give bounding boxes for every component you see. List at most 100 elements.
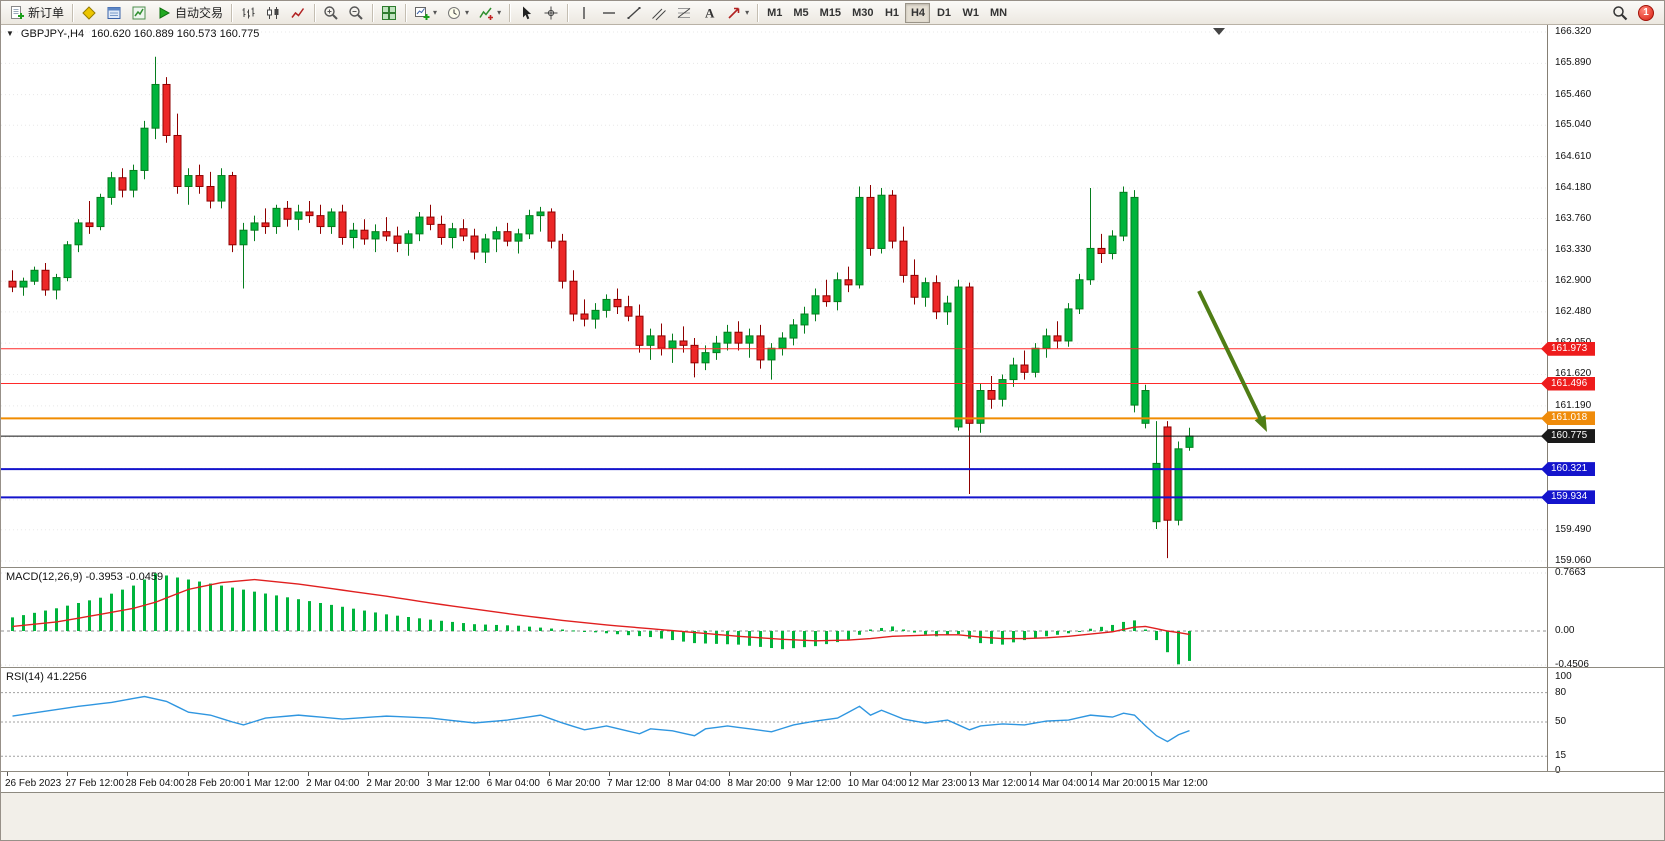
timeframe-d1-button[interactable]: D1 (936, 6, 951, 19)
arrows-button[interactable]: ▾ (722, 2, 753, 23)
panel-splitter[interactable] (1, 567, 1664, 568)
horizontal-line-button[interactable] (597, 2, 621, 23)
autotrading-button-label: 自动交易 (175, 6, 224, 20)
price-axis[interactable]: 166.320 165.890 165.460 165.040 164.610 164.1… (1541, 25, 1664, 776)
timeframe-h1-button[interactable]: H1 (884, 6, 899, 19)
time-axis-label: 27 Feb 12:00 (65, 778, 125, 789)
price-chart-panel[interactable] (1, 25, 1547, 567)
bear-candle (41, 269, 50, 291)
bull-candle (63, 244, 72, 279)
bull-candle (30, 269, 39, 282)
timeframe-w1-button[interactable]: W1 (962, 6, 979, 19)
indicators-icon (479, 7, 494, 20)
macd-bar (781, 631, 784, 650)
chevron-down-icon[interactable]: ▾ (745, 8, 750, 17)
zoom-out-button[interactable] (344, 2, 368, 23)
svg-text:A: A (705, 5, 715, 20)
time-axis-label: 6 Mar 20:00 (546, 778, 601, 789)
bear-candle (987, 390, 996, 400)
crosshair-button[interactable] (539, 2, 563, 23)
macd-bar (286, 597, 289, 631)
timeframe-m5-button[interactable]: M5 (793, 6, 809, 19)
window-bottom-area (1, 793, 1664, 840)
trend-arrow-head[interactable] (1254, 414, 1267, 432)
channel-button[interactable] (647, 2, 671, 23)
price-tag-160.321: 160.321 (1541, 462, 1595, 477)
bear-candle (679, 340, 688, 346)
chart-collapse-icon[interactable]: ▼ (6, 29, 14, 38)
bull-candle (954, 286, 963, 428)
bull-candle (668, 340, 677, 349)
bull-candle (492, 231, 501, 240)
macd-axis-label: 0.00 (1555, 625, 1575, 636)
bull-candle (943, 302, 952, 313)
bull-candle (481, 238, 490, 253)
timeframe-m30-button[interactable]: M30 (852, 6, 874, 19)
trendline-button[interactable] (622, 2, 646, 23)
timeframe-mn-button[interactable]: MN (989, 6, 1008, 19)
terminal-button[interactable] (102, 2, 126, 23)
time-axis[interactable]: 26 Feb 2023 27 Feb 12:00 28 Feb 04:00 28 Fe… (1, 772, 1547, 792)
time-tick (308, 772, 309, 776)
macd-bar (1001, 631, 1004, 645)
toolbar-separator (231, 3, 233, 22)
notification-badge[interactable]: 1 (1638, 4, 1654, 21)
zoom-in-button[interactable] (319, 2, 343, 23)
bull-candle (1141, 390, 1150, 424)
search-button[interactable] (1608, 2, 1632, 23)
macd-bar (1122, 621, 1125, 631)
bull-candle (800, 313, 809, 326)
macd-bar (693, 631, 696, 644)
macd-bar (1177, 631, 1180, 665)
vertical-line-button[interactable] (572, 2, 596, 23)
macd-panel[interactable] (1, 568, 1547, 667)
bull-candle (701, 352, 710, 364)
profiles-button[interactable]: ▾ (442, 2, 473, 23)
macd-bar (1111, 624, 1114, 631)
bull-candle (239, 229, 248, 246)
chevron-down-icon[interactable]: ▾ (433, 8, 438, 17)
toolbar-separator (567, 3, 569, 22)
timeframe-h4-button[interactable]: H4 (905, 2, 931, 23)
bull-candle (272, 207, 281, 228)
new-order-button[interactable]: 新订单 (5, 2, 68, 23)
fibonacci-button[interactable] (672, 2, 696, 23)
bar-chart-button[interactable] (236, 2, 260, 23)
chart-shift-marker-icon[interactable] (1213, 28, 1225, 35)
bull-candle (591, 309, 600, 320)
cursor-button[interactable] (514, 2, 538, 23)
timeframe-m1-button[interactable]: M1 (767, 6, 783, 19)
macd-bar (704, 631, 707, 644)
macd-label: MACD(12,26,9) -0.3953 -0.0459 (6, 571, 163, 583)
rsi-panel[interactable] (1, 668, 1547, 771)
autotrading-button[interactable]: 自动交易 (152, 2, 227, 23)
rsi-axis-label: 80 (1555, 686, 1567, 698)
price-axis-label: 159.490 (1555, 523, 1592, 535)
bear-candle (1053, 335, 1062, 342)
bear-candle (503, 231, 512, 242)
text-button[interactable]: A (697, 2, 721, 23)
bull-candle (1086, 247, 1095, 281)
macd-bar (869, 629, 872, 631)
tile-windows-button[interactable] (377, 2, 401, 23)
strategy-tester-button[interactable] (127, 2, 151, 23)
metaeditor-button[interactable] (77, 2, 101, 23)
chevron-down-icon[interactable]: ▾ (497, 8, 502, 17)
macd-bar (836, 631, 839, 643)
chevron-down-icon[interactable]: ▾ (465, 8, 470, 17)
trend-arrow-line[interactable] (1197, 290, 1265, 424)
bull-candle (184, 175, 193, 187)
profiles-icon (448, 6, 461, 19)
time-axis-label: 14 Mar 04:00 (1028, 778, 1088, 789)
new-chart-button[interactable]: ▾ (410, 2, 441, 23)
candlestick-chart-button[interactable] (261, 2, 285, 23)
macd-bar (209, 583, 212, 631)
indicators-button[interactable]: ▾ (474, 2, 505, 23)
chart-window[interactable]: ▼ GBPJPY-,H4 160.620 160.889 160.573 160… (1, 25, 1664, 840)
line-chart-button[interactable] (286, 2, 310, 23)
timeframe-m15-button[interactable]: M15 (819, 6, 842, 19)
macd-bar (1144, 629, 1147, 631)
panel-splitter[interactable] (1, 667, 1664, 668)
bull-candle (448, 228, 457, 238)
price-axis-label: 164.610 (1555, 150, 1592, 162)
